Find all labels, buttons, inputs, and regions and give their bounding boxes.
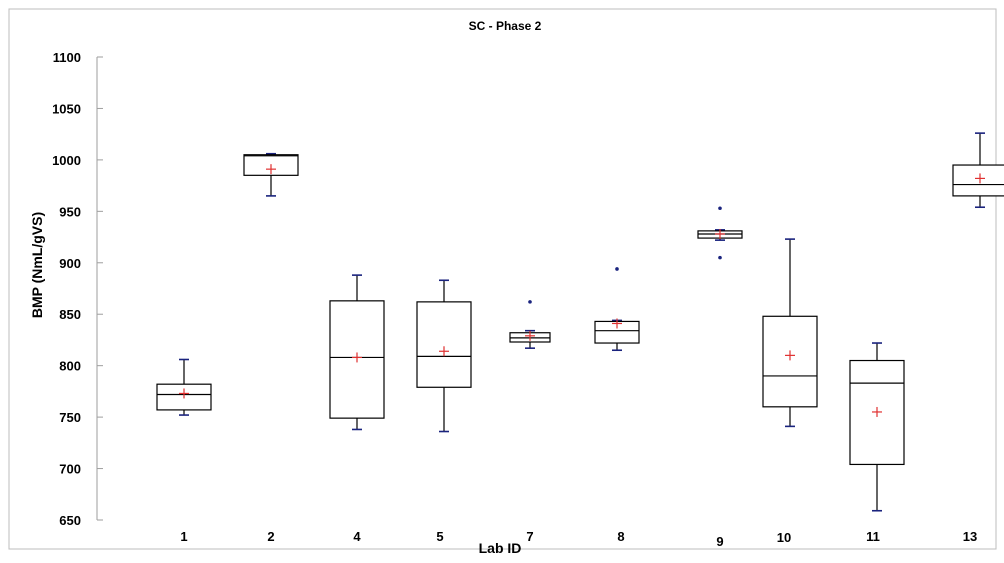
iqr-box: [952, 164, 1004, 197]
outlier-point: [718, 255, 722, 260]
x-tick-label: 11: [866, 529, 880, 544]
y-tick-label: 900: [59, 256, 81, 271]
iqr-box: [762, 315, 818, 408]
box-7: [509, 300, 551, 349]
box-4: [329, 274, 385, 431]
chart-border: [8, 8, 997, 550]
box-series: [156, 132, 1004, 512]
box-10: [762, 238, 818, 428]
box-2: [243, 152, 299, 197]
y-tick-label: 950: [59, 204, 81, 219]
box-5: [416, 279, 472, 433]
box-9: [697, 206, 743, 260]
x-axis-title: Lab ID: [479, 540, 522, 556]
outlier-point: [718, 206, 722, 211]
x-tick-label: 9: [716, 534, 723, 549]
x-tick-label: 1: [180, 529, 187, 544]
x-tick-label: 7: [526, 529, 533, 544]
box-8: [594, 267, 640, 352]
outlier-point: [528, 300, 532, 304]
y-tick-label: 1050: [52, 101, 81, 116]
box-13: [952, 132, 1004, 209]
x-tick-label: 4: [353, 529, 361, 544]
x-tick-label: 8: [617, 529, 624, 544]
y-tick-label: 750: [59, 410, 81, 425]
x-tick-label: 5: [436, 529, 443, 544]
y-tick-label: 1100: [53, 50, 81, 65]
x-tick-label: 10: [777, 530, 791, 545]
y-tick-label: 800: [59, 359, 81, 374]
y-tick-label: 700: [59, 462, 81, 477]
y-tick-label: 1000: [52, 153, 81, 168]
y-axis: 650 700 750 800 850 900 950 1000 1050 1100: [52, 50, 103, 528]
x-tick-label: 13: [963, 529, 977, 544]
y-axis-title: BMP (NmL/gVS): [29, 212, 45, 318]
y-tick-label: 650: [59, 513, 81, 528]
box-1: [156, 358, 212, 416]
iqr-box: [416, 301, 472, 388]
x-tick-label: 2: [267, 529, 274, 544]
box-11: [849, 342, 905, 512]
outlier-point: [615, 267, 619, 271]
chart-title: SC - Phase 2: [469, 19, 542, 33]
y-tick-label: 850: [59, 307, 81, 322]
x-axis-tick-labels: 1 2 4 5 7 8 9 10 11 13: [180, 529, 977, 549]
